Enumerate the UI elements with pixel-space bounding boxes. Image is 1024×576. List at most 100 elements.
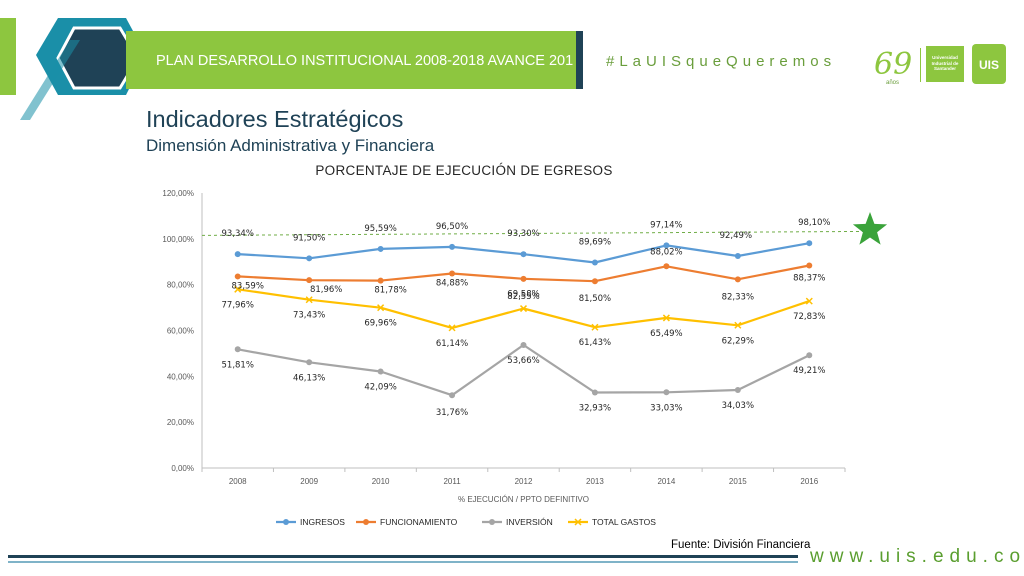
data-point-funcionamiento [306, 277, 313, 284]
footer-line [8, 555, 798, 558]
data-point-total-gastos [662, 314, 670, 322]
target-star-icon [852, 212, 888, 245]
banner-divider [576, 31, 583, 89]
legend-marker [489, 519, 495, 525]
legend-marker [363, 519, 369, 525]
legend-item-funcionamiento: FUNCIONAMIENTO [356, 517, 458, 527]
data-label-ingresos: 93,30% [507, 229, 539, 239]
data-label-total-gastos: 69,58% [507, 290, 539, 300]
legend-label: TOTAL GASTOS [592, 517, 656, 527]
series-line-inversi-n [237, 343, 810, 397]
data-label-ingresos: 96,50% [436, 222, 468, 232]
legend-label: INVERSIÓN [506, 517, 553, 527]
series-group [234, 240, 813, 399]
left-green-strip [0, 18, 16, 95]
y-tick-label: 120,00% [162, 189, 194, 198]
data-point-funcionamiento [591, 278, 598, 285]
data-label-ingresos: 92,49% [720, 231, 752, 241]
data-label-funcionamiento: 82,33% [722, 292, 754, 302]
footer-line-light [8, 561, 798, 563]
data-point-inversi-n [234, 346, 241, 353]
data-point-ingresos [591, 259, 598, 266]
legend-label: INGRESOS [300, 517, 345, 527]
header-banner [126, 31, 580, 89]
data-label-funcionamiento: 81,96% [310, 285, 342, 295]
data-label-ingresos: 97,14% [650, 220, 682, 230]
logo-separator [920, 48, 921, 82]
website-url: www.uis.edu.co [810, 546, 1024, 567]
data-point-funcionamiento [663, 263, 670, 270]
data-label-total-gastos: 73,43% [293, 311, 325, 321]
x-tick-label: 2011 [443, 477, 461, 486]
y-tick-label: 100,00% [162, 235, 194, 244]
marker-stroke [662, 314, 670, 322]
data-point-total-gastos [377, 304, 385, 312]
x-axis-title: % EJECUCIÓN / PPTO DEFINITIVO [458, 495, 589, 504]
banner-text: PLAN DESARROLLO INSTITUCIONAL 2008-2018 … [156, 53, 574, 69]
chart-panel [62, 156, 868, 538]
data-point-funcionamiento [734, 276, 741, 283]
data-point-funcionamiento [520, 275, 527, 282]
data-point-total-gastos [305, 296, 313, 304]
data-point-total-gastos [805, 297, 813, 305]
data-point-inversi-n [520, 342, 527, 349]
data-label-total-gastos: 62,29% [722, 336, 754, 346]
x-tick-label: 2012 [515, 477, 533, 486]
x-tick-label: 2010 [372, 477, 390, 486]
data-point-inversi-n [377, 368, 384, 375]
chart-legend: INGRESOS FUNCIONAMIENTO INVERSIÓN TOTAL GAS… [276, 517, 656, 527]
data-point-inversi-n [734, 387, 741, 394]
data-label-funcionamiento: 81,50% [579, 294, 611, 304]
teal-stripe [20, 40, 80, 120]
data-label-funcionamiento: 83,59% [232, 281, 264, 291]
y-tick-label: 60,00% [167, 327, 194, 336]
data-point-funcionamiento [377, 277, 384, 284]
data-point-ingresos [306, 255, 313, 262]
y-tick-label: 20,00% [167, 418, 194, 427]
data-point-ingresos [520, 251, 527, 258]
data-labels: 93,34% 91,50% 95,59% 96,50% 93,30% 89,69% 97,1… [222, 218, 831, 418]
data-label-total-gastos: 65,49% [650, 329, 682, 339]
data-point-total-gastos [734, 321, 742, 329]
data-point-funcionamiento [234, 273, 241, 280]
y-axis: 0,00% 20,00% 40,00% 60,00% 80,00% 100,00% 120,… [162, 189, 203, 473]
marker-stroke [734, 321, 742, 329]
data-point-inversi-n [449, 392, 456, 399]
data-point-ingresos [234, 251, 241, 258]
data-label-inversi-n: 53,66% [507, 356, 539, 366]
data-point-total-gastos [234, 285, 242, 293]
x-tick-label: 2016 [800, 477, 818, 486]
anniversary-years: años [886, 80, 899, 86]
data-label-total-gastos: 69,96% [364, 319, 396, 329]
data-label-inversi-n: 34,03% [722, 401, 754, 411]
data-label-inversi-n: 46,13% [293, 373, 325, 383]
hashtag: #LaUISqueQueremos [606, 53, 837, 70]
uis-logo: UIS [972, 44, 1006, 84]
x-tick-label: 2014 [657, 477, 675, 486]
marker-stroke [377, 304, 385, 312]
legend-marker [574, 518, 582, 526]
data-point-funcionamiento [806, 262, 813, 269]
x-tick-label: 2009 [300, 477, 318, 486]
x-tick-label: 2008 [229, 477, 247, 486]
target-line-group [201, 212, 888, 245]
data-label-ingresos: 93,34% [222, 229, 254, 239]
data-label-inversi-n: 31,76% [436, 408, 468, 418]
legend-item-total-gastos: TOTAL GASTOS [568, 517, 656, 527]
data-label-inversi-n: 32,93% [579, 404, 611, 414]
data-label-funcionamiento: 88,02% [650, 247, 682, 257]
x-tick-label: 2013 [586, 477, 604, 486]
data-point-ingresos [377, 245, 384, 252]
y-tick-label: 40,00% [167, 372, 194, 381]
data-point-ingresos [734, 253, 741, 260]
data-point-total-gastos [591, 323, 599, 331]
data-label-inversi-n: 42,09% [364, 383, 396, 393]
data-point-ingresos [663, 242, 670, 249]
university-name-logo: Universidad Industrial de Santander [926, 46, 964, 82]
data-label-total-gastos: 61,14% [436, 339, 468, 349]
marker-stroke [519, 305, 528, 313]
legend-item-ingresos: INGRESOS [276, 517, 345, 527]
chart-title: PORCENTAJE DE EJECUCIÓN DE EGRESOS [315, 163, 613, 178]
data-label-funcionamiento: 81,78% [374, 286, 406, 296]
